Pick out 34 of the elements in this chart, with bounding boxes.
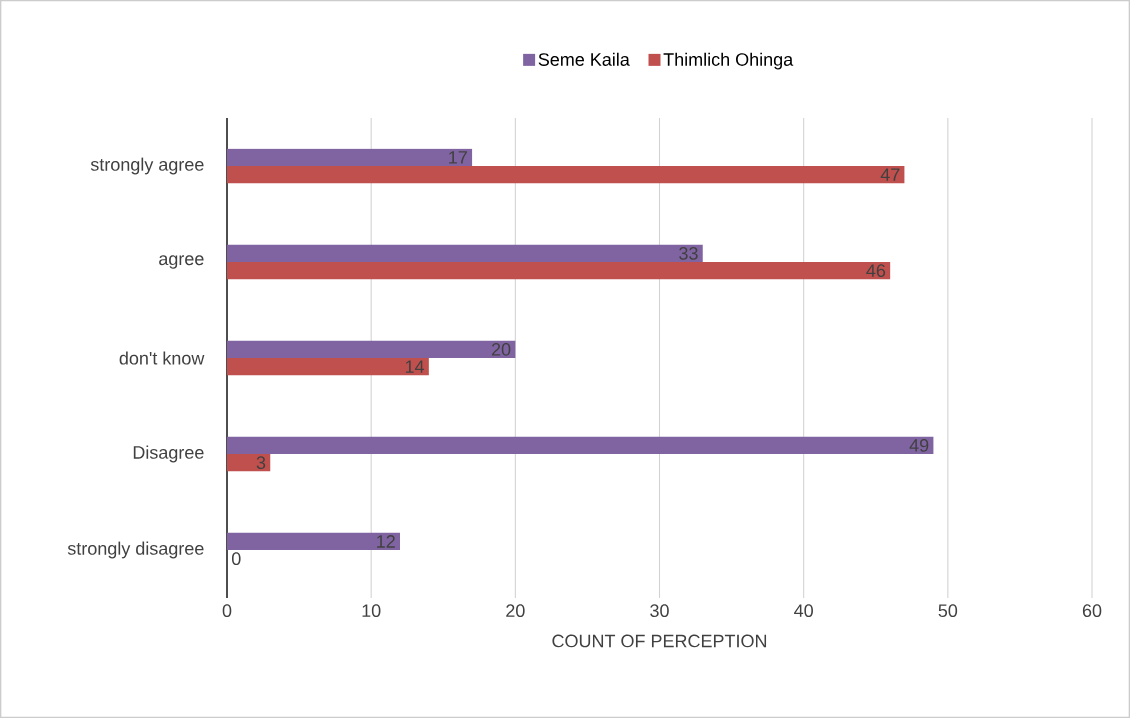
data-label: 12 (377, 535, 395, 548)
data-label: 3 (256, 456, 266, 470)
data-label: 33 (679, 247, 698, 260)
x-tick-label: 40 (794, 604, 813, 618)
bar (227, 436, 934, 455)
bar (227, 148, 473, 167)
y-tick-label: agree (159, 255, 204, 269)
bar (227, 454, 271, 472)
x-axis-title: COUNT OF PERCEPTION (552, 634, 767, 648)
x-tick-label: 30 (650, 604, 669, 618)
bar (227, 358, 429, 376)
x-tick-label: 10 (362, 604, 381, 618)
bar (227, 244, 703, 263)
data-label: 0 (231, 552, 241, 566)
y-tick-label: don't know (119, 351, 205, 365)
bar (227, 532, 400, 551)
data-label: 14 (405, 360, 425, 373)
y-tick-label: strongly disagree (67, 541, 204, 559)
x-tick-label: 20 (506, 604, 525, 618)
data-label: 20 (491, 343, 511, 356)
data-label: 47 (880, 168, 900, 181)
bar (227, 340, 516, 359)
legend-label: Seme Kaila (538, 52, 630, 66)
y-tick-label: Disagree (133, 445, 204, 463)
x-tick-label: 0 (222, 604, 232, 618)
data-label: 49 (909, 439, 929, 452)
data-label: 17 (449, 151, 467, 164)
bar (227, 166, 905, 184)
data-label: 46 (866, 264, 886, 278)
x-tick-label: 60 (1082, 604, 1102, 618)
bar (227, 262, 891, 280)
x-tick-label: 50 (938, 604, 958, 618)
legend-label: Thimlich Ohinga (663, 52, 794, 70)
y-tick-label: strongly agree (90, 157, 204, 175)
